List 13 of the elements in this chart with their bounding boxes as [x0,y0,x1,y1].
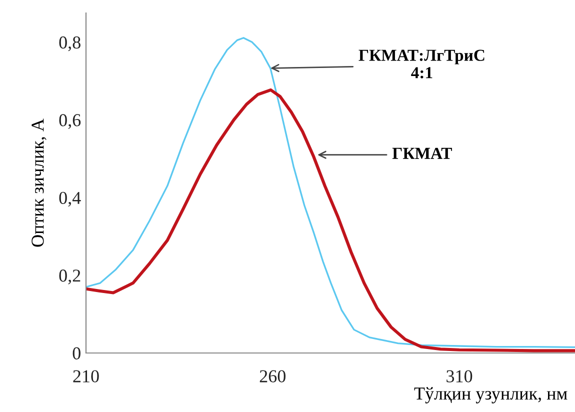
annotation: ГКМАТ [392,148,452,159]
x-tick-label: 210 [73,370,99,382]
y-axis-title: Оптик зичлик, А [32,118,46,247]
y-tick-label: 0,8 [59,36,80,52]
annotation: ГКМАТ:ЛгТриС 4:1 [358,50,484,78]
x-tick-label: 260 [260,370,286,382]
y-tick-label: 0 [72,347,80,360]
y-tick-label: 0,4 [59,192,81,207]
y-tick-label: 0,2 [59,270,80,284]
line-series [86,37,575,348]
y-tick-label: 0,6 [59,114,81,129]
x-tick-label: 310 [446,370,472,382]
x-axis-title: Тўлқин узунлик, нм [414,387,568,404]
